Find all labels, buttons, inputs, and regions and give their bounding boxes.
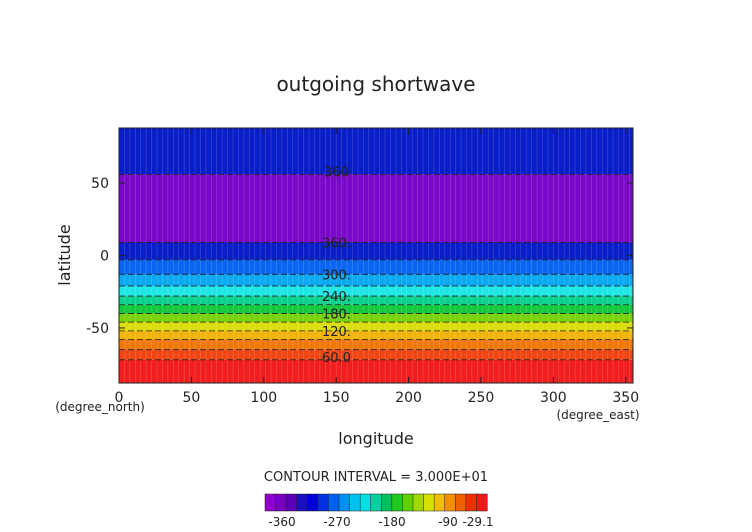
colorbar-swatch [370,493,382,512]
contour-band-12 [119,349,633,360]
contour-band-3 [119,259,633,275]
contour-label: 120. [322,325,351,340]
y-tick-label: -50 [86,321,109,337]
colorbar-swatch [338,493,351,512]
colorbar-swatch [317,493,329,512]
contour-band-4 [119,274,633,286]
contour-label: 300. [322,268,351,283]
colorbar-swatch [381,493,393,512]
colorbar-swatch [412,493,425,512]
colorbar-swatch [455,493,467,512]
colorbar-tick-label: -29.1 [462,515,493,529]
contour-band-7 [119,304,633,314]
colorbar-swatch [444,493,456,512]
colorbar-tick-label: -270 [323,515,350,529]
colorbar-swatch [391,493,403,512]
contour-band-11 [119,339,633,350]
x-tick-label: 150 [323,390,350,406]
grid-stripes [118,128,630,383]
colorbar-tick-label: -90 [438,515,458,529]
x-tick-label: 250 [468,390,495,406]
contour-label: 360. [322,236,351,251]
contour-band-13 [119,359,633,383]
contour-label: 60.0 [322,351,351,366]
colorbar-tick-label: -360 [268,515,295,529]
x-axis-label: longitude [338,429,413,448]
x-tick-label: 300 [540,390,567,406]
colorbar-swatch [307,493,319,512]
colorbar-swatch [328,493,340,512]
colorbar-swatch [275,493,287,512]
contour-band-10 [119,330,633,340]
x-tick-label: 100 [250,390,277,406]
plot-area: 360 360. 300. 240. 180. 120. 60.0 0 50 100 150 200 2… [86,127,639,406]
contour-band-0 [119,128,633,175]
colorbar-swatch [465,493,477,512]
y-tick-label: 50 [91,176,109,192]
contour-band-9 [119,322,633,331]
contour-band-2 [119,242,633,260]
colorbar-swatch [264,493,277,512]
colorbar-swatch [423,493,435,512]
contour-band-5 [119,285,633,297]
colorbar-tick-label: -180 [378,515,405,529]
colorbar-swatch [359,493,372,512]
colorbar-swatch [349,493,361,512]
contour-interval-text: CONTOUR INTERVAL = 3.000E+01 [264,470,488,485]
x-units-label: (degree_east) [556,408,639,422]
y-units-label: (degree_north) [55,400,145,414]
contour-label: 360 [324,165,349,180]
colorbar-swatch [285,493,298,512]
x-tick-label: 50 [182,390,200,406]
contour-label: 180. [322,307,351,322]
chart-title: outgoing shortwave [276,72,475,96]
contour-band-8 [119,313,633,323]
y-axis-label: latitude [55,224,74,285]
colorbar-swatch [296,493,308,512]
x-tick-label: 0 [115,390,124,406]
x-tick-label: 350 [612,390,639,406]
contour-band-6 [119,296,633,305]
colorbar-swatch [433,493,446,512]
colorbar-swatch [402,493,414,512]
colorbar: -360 -270 -180 -90 -29.1 [264,493,494,529]
contour-label: 240. [322,290,351,305]
contour-band-1 [119,174,633,243]
x-tick-label: 200 [395,390,422,406]
colorbar-swatch [476,493,488,512]
y-tick-label: 0 [100,249,109,265]
